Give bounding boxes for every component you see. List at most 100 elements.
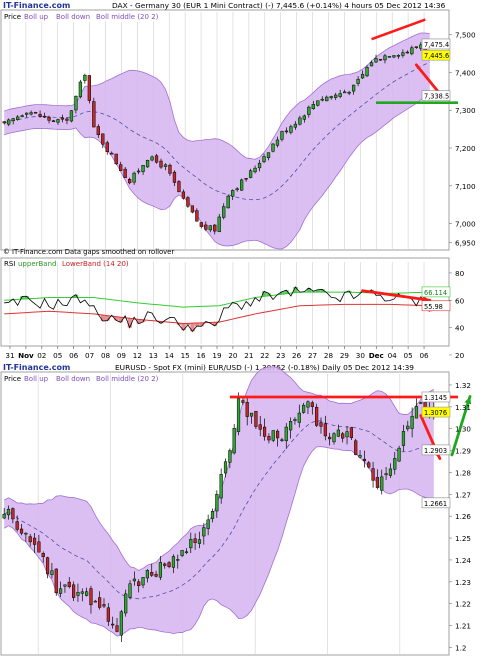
dax-candle — [213, 224, 217, 235]
eurusd-candle — [11, 507, 15, 524]
eurusd-candle-body — [176, 559, 180, 561]
dax-candle — [262, 153, 266, 164]
eurusd-candle-body — [280, 439, 284, 441]
dax-candle — [239, 178, 244, 191]
dax-candle — [159, 158, 163, 169]
dax-candle-body — [83, 74, 87, 81]
dax-candle-body — [410, 47, 414, 55]
dax-candle — [343, 89, 347, 94]
eurusd-candle — [180, 550, 184, 558]
eurusd-candle-body — [267, 436, 271, 441]
dax-candle — [405, 50, 410, 54]
dax-candle — [47, 115, 51, 124]
x-axis-tick-label: 09 — [117, 351, 127, 360]
dax-candle-body — [351, 84, 356, 92]
rsi-tag-box — [421, 300, 451, 312]
eurusd-candle-body — [119, 611, 123, 636]
dax-y-tick-label: 7,400 — [455, 68, 476, 77]
dax-candle-body — [87, 75, 91, 101]
rsi-vertical-gridlines — [9, 262, 425, 344]
dax-candle — [69, 109, 74, 123]
eurusd-candle — [189, 532, 193, 554]
eurusd-y-tick-label: 1.26 — [455, 512, 471, 521]
eurusd-candle — [267, 433, 271, 444]
date-axis: 31 Nov 02 05 06 07 08 09 12 13 14 15 16 19 20 21 22 23 26 2… — [5, 346, 429, 360]
eurusd-candle — [393, 452, 397, 475]
rsi-line — [4, 286, 431, 333]
dax-y-tick-label: 7,500 — [455, 31, 476, 40]
eurusd-candle — [206, 514, 210, 536]
dax-candle-body — [280, 131, 284, 140]
dax-candle-body — [257, 162, 262, 169]
dax-candle — [42, 112, 47, 119]
dax-candle — [132, 171, 136, 185]
eurusd-boll-up-line — [3, 366, 435, 571]
eurusd-candle-body — [241, 400, 245, 403]
dax-candle — [195, 208, 199, 222]
dax-legend-boll-down: Boll down — [56, 13, 90, 21]
eurusd-candle-body — [215, 494, 219, 512]
eurusd-candle-body — [32, 537, 37, 545]
eurusd-candle — [54, 568, 58, 596]
eurusd-candle-body — [236, 398, 241, 432]
eurusd-candle-body — [275, 430, 280, 439]
eurusd-candle — [419, 401, 423, 405]
eurusd-y-tick-label: 1.28 — [455, 468, 471, 477]
x-axis-tick-label: 23 — [276, 351, 285, 360]
dax-candle-body — [320, 98, 324, 101]
eurusd-candle — [37, 534, 41, 553]
dax-candle-body — [213, 224, 217, 232]
dax-candle — [351, 84, 356, 95]
dax-candle-body — [96, 126, 100, 136]
eurusd-candle — [323, 415, 327, 441]
rsi-y-tick-label: 20 — [455, 351, 465, 360]
dax-candle-body — [338, 93, 342, 97]
eurusd-candle-body — [414, 406, 419, 419]
eurusd-candle — [176, 554, 180, 569]
eurusd-candle-body — [158, 562, 163, 578]
eurusd-candle — [171, 554, 176, 574]
dax-candle — [168, 163, 172, 176]
dax-candle-body — [222, 206, 226, 218]
eurusd-candle — [284, 423, 288, 449]
eurusd-candle — [228, 448, 232, 469]
eurusd-candle — [2, 507, 6, 520]
eurusd-candle-body — [202, 527, 206, 537]
x-axis-tick-label: Nov — [18, 351, 34, 360]
eurusd-candle-body — [371, 468, 375, 481]
dax-candle-body — [253, 167, 257, 173]
eurusd-candle — [406, 420, 410, 432]
eurusd-candle — [384, 466, 388, 480]
dax-candle-body — [65, 118, 69, 121]
dax-candle-body — [16, 116, 20, 120]
dax-candle-body — [239, 179, 244, 191]
eurusd-y-tick-label: 1.29 — [455, 447, 471, 456]
eurusd-candle — [401, 424, 406, 452]
dax-candle — [392, 55, 396, 59]
dax-candle — [387, 56, 392, 58]
eurusd-candle — [158, 556, 163, 581]
dax-candle — [383, 53, 387, 64]
eurusd-candle-body — [50, 570, 54, 575]
x-axis-tick-label: 28 — [324, 351, 334, 360]
eurusd-candle-body — [380, 476, 384, 491]
eurusd-candle-body — [98, 597, 102, 608]
eurusd-candle-body — [362, 458, 366, 462]
x-axis-tick-label: 12 — [133, 351, 142, 360]
eurusd-candle — [232, 424, 236, 455]
eurusd-tag-label: 1.3076 — [424, 409, 447, 417]
dax-candle-body — [414, 46, 418, 48]
eurusd-candle-body — [306, 401, 310, 408]
eurusd-candle-body — [319, 422, 323, 427]
dax-boll-middle-line — [4, 61, 430, 201]
eurusd-candle-body — [80, 591, 84, 594]
eurusd-y-tick-label: 1.27 — [455, 490, 471, 499]
eurusd-candle-body — [28, 536, 32, 543]
eurusd-candle — [336, 424, 340, 437]
dax-candle-body — [33, 111, 38, 114]
dax-candle-body — [74, 95, 78, 111]
dax-candle-body — [123, 168, 127, 178]
eurusd-candle — [102, 598, 106, 609]
eurusd-tag-label: 1.2661 — [424, 500, 447, 508]
dax-candle — [150, 155, 154, 162]
